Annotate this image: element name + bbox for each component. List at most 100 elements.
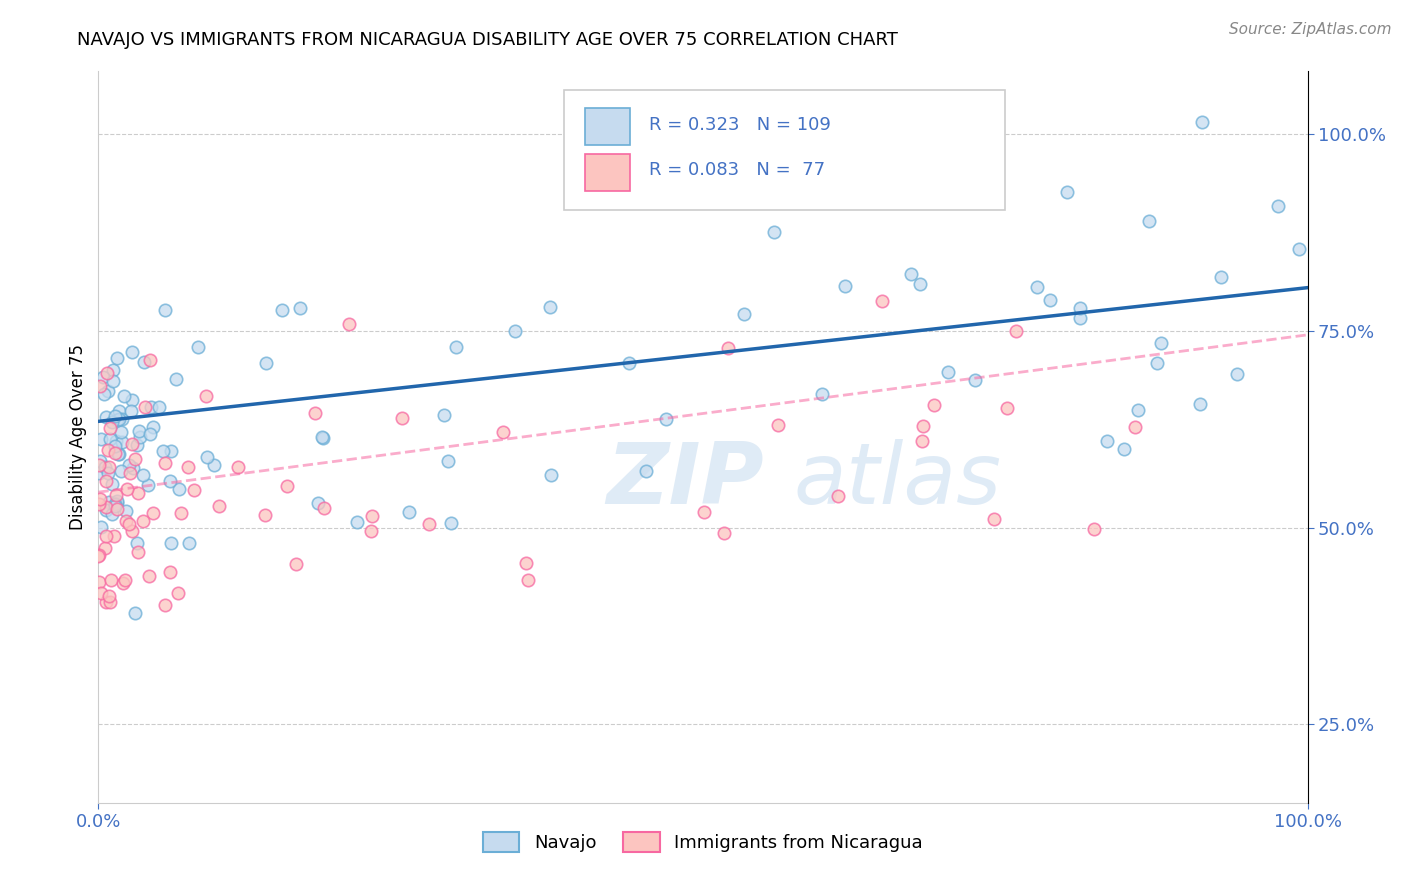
Point (111, 412, 134, 426)
Point (1025, 279, 1047, 293)
Point (121, 460, 143, 475)
Text: R = 0.083   N =  77: R = 0.083 N = 77 (648, 161, 825, 179)
Point (1069, 310, 1091, 325)
Point (105, 494, 128, 508)
Point (1069, 301, 1091, 315)
Point (304, 406, 326, 420)
Point (134, 400, 156, 414)
Point (115, 482, 138, 496)
Point (1038, 293, 1060, 307)
Point (87, 549, 110, 563)
Point (127, 545, 149, 559)
Point (103, 529, 125, 543)
Point (90, 432, 112, 446)
Point (153, 598, 176, 612)
Point (94, 503, 117, 517)
Point (89, 466, 111, 480)
Point (139, 353, 162, 368)
Point (1188, 396, 1211, 410)
Point (97, 443, 120, 458)
Point (444, 340, 467, 354)
Point (963, 373, 986, 387)
Point (87, 549, 110, 563)
Point (900, 267, 922, 281)
Point (288, 301, 311, 316)
Point (124, 452, 146, 467)
Point (1005, 324, 1028, 338)
Text: ZIP: ZIP (606, 440, 763, 523)
Point (983, 511, 1005, 525)
Point (1095, 434, 1118, 448)
Point (127, 438, 149, 452)
Point (1146, 356, 1168, 370)
Point (142, 420, 165, 434)
Point (1288, 242, 1310, 256)
Point (89, 458, 111, 473)
Point (1209, 270, 1232, 285)
Point (105, 496, 128, 510)
Point (124, 606, 146, 620)
Point (811, 387, 834, 401)
Point (121, 392, 143, 407)
Point (634, 464, 657, 478)
Bar (585, 108, 630, 145)
Point (655, 412, 678, 426)
Point (108, 404, 131, 418)
Point (433, 408, 456, 422)
Point (159, 565, 181, 579)
Point (717, 341, 740, 355)
Point (159, 474, 181, 488)
Point (139, 427, 162, 442)
Point (101, 363, 124, 377)
Point (515, 556, 537, 570)
Point (120, 404, 142, 418)
Point (121, 437, 143, 451)
Point (89, 586, 111, 600)
Bar (585, 154, 630, 191)
Point (160, 536, 183, 550)
Point (312, 431, 335, 445)
Point (108, 412, 131, 426)
Point (97, 495, 120, 509)
Point (311, 430, 333, 444)
Point (1191, 115, 1213, 129)
Point (134, 355, 156, 369)
Point (177, 536, 200, 550)
Point (254, 508, 277, 522)
Point (104, 488, 127, 502)
Point (1137, 213, 1160, 227)
Point (195, 450, 218, 465)
Legend: Navajo, Immigrants from Nicaragua: Navajo, Immigrants from Nicaragua (477, 824, 929, 860)
Point (742, 136, 765, 150)
Point (693, 505, 716, 519)
Point (160, 444, 183, 458)
Text: Source: ZipAtlas.com: Source: ZipAtlas.com (1229, 22, 1392, 37)
Point (271, 303, 294, 318)
Point (104, 434, 127, 448)
Point (96, 366, 118, 380)
Point (96, 409, 118, 424)
Point (142, 507, 165, 521)
Point (121, 524, 143, 538)
Point (94, 595, 117, 609)
Point (101, 415, 124, 429)
Point (97, 384, 120, 398)
Point (391, 410, 413, 425)
Point (107, 447, 129, 461)
Point (360, 524, 382, 538)
Point (118, 458, 141, 473)
Point (762, 226, 785, 240)
Point (128, 424, 150, 438)
Point (94, 459, 117, 474)
Point (153, 456, 176, 470)
Point (870, 294, 893, 309)
Point (307, 496, 329, 510)
Point (139, 400, 162, 414)
Point (89, 575, 111, 590)
Point (834, 279, 856, 293)
Point (346, 515, 368, 529)
Point (398, 505, 420, 519)
Point (105, 502, 128, 516)
Point (517, 573, 540, 587)
Point (361, 509, 384, 524)
